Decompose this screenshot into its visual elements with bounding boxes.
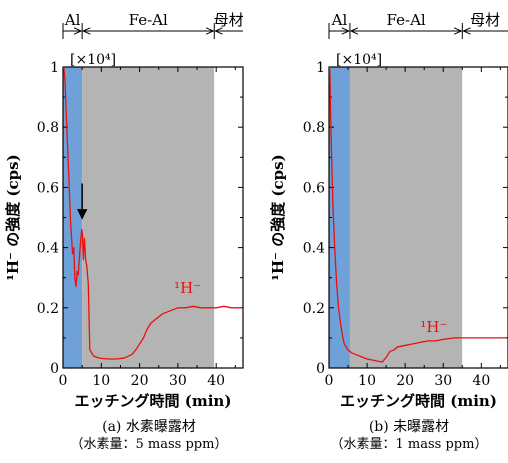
caption-sub-b: （水素量：1 mass ppm） (330, 437, 488, 452)
y-axis-label: ¹H⁻ の強度 (cps) (269, 154, 287, 280)
region-label-1: Fe-Al (129, 11, 168, 29)
x-tick-label: 30 (434, 373, 452, 389)
y-tick-label: 1 (50, 60, 59, 76)
y-tick-label: 0.2 (37, 301, 59, 317)
series-line-0 (63, 66, 242, 360)
x-tick-label: 30 (169, 373, 187, 389)
region-1 (82, 67, 215, 368)
y-axis-label: ¹H⁻ の強度 (cps) (4, 154, 22, 280)
region-2 (214, 67, 243, 368)
series-label-0: ¹H⁻ (420, 318, 447, 336)
caption-b: (b) 未曝露材 （水素量：1 mass ppm） (304, 418, 508, 454)
y-tick-label: 0 (50, 361, 59, 377)
x-axis-label: エッチング時間 (min) (340, 392, 497, 410)
x-tick-label: 20 (396, 373, 414, 389)
series-line-0 (329, 66, 507, 363)
region-label-2: 母材 (470, 11, 500, 29)
region-label-2: 母材 (214, 11, 244, 29)
caption-a: (a) 水素曝露材 （水素量：5 mass ppm） (44, 418, 254, 454)
x-tick-label: 10 (358, 373, 376, 389)
x-tick-label: 40 (207, 373, 225, 389)
region-0 (329, 67, 350, 368)
region-2 (462, 67, 508, 368)
y-tick-label: 0.6 (303, 180, 325, 196)
y-tick-label: 0.8 (37, 120, 59, 136)
y-multiplier-label: [×10⁴] (70, 52, 116, 68)
y-multiplier-label: [×10⁴] (336, 52, 382, 68)
y-tick-label: 0.2 (303, 301, 325, 317)
caption-title-b: (b) 未曝露材 (368, 419, 450, 435)
caption-sub-a: （水素量：5 mass ppm） (70, 437, 228, 452)
y-tick-label: 0.4 (37, 241, 59, 257)
y-tick-label: 1 (316, 60, 325, 76)
x-tick-label: 40 (472, 373, 490, 389)
y-tick-label: 0.4 (303, 241, 325, 257)
x-tick-label: 0 (59, 373, 68, 389)
region-label-0: Al (331, 11, 348, 29)
y-tick-label: 0.8 (303, 120, 325, 136)
x-axis-label: エッチング時間 (min) (75, 392, 232, 410)
region-label-1: Fe-Al (387, 11, 426, 29)
x-tick-label: 0 (325, 373, 334, 389)
caption-title-a: (a) 水素曝露材 (102, 419, 196, 435)
y-tick-label: 0.6 (37, 180, 59, 196)
region-label-0: Al (64, 11, 81, 29)
x-tick-label: 10 (92, 373, 110, 389)
y-tick-label: 0 (316, 361, 325, 377)
series-label-0: ¹H⁻ (174, 279, 201, 297)
region-1 (349, 67, 463, 368)
x-tick-label: 20 (131, 373, 149, 389)
